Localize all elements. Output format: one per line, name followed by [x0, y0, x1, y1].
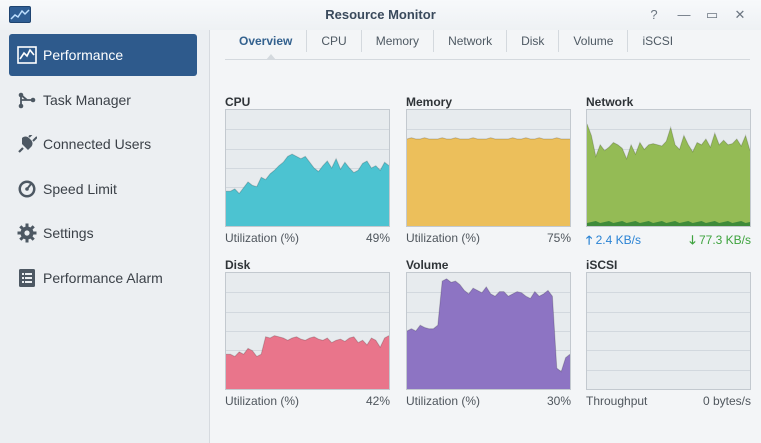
upload-arrow-icon: 🡑: [586, 233, 593, 247]
volume-utilization-label: Utilization (%): [406, 394, 481, 408]
plug-icon: [17, 134, 37, 154]
title-bar[interactable]: Resource Monitor ? — ▭ ✕: [0, 0, 761, 30]
volume-graph: [406, 272, 571, 390]
panel-title: Network: [586, 95, 634, 109]
sidebar-item-performance-alarm[interactable]: Performance Alarm: [9, 257, 197, 299]
speedometer-icon: [17, 179, 37, 199]
sidebar-item-label: Performance: [43, 47, 124, 63]
sidebar-item-label: Speed Limit: [43, 181, 117, 197]
network-area: [587, 123, 750, 226]
sidebar-item-speed-limit[interactable]: Speed Limit: [9, 168, 197, 210]
sidebar-item-performance[interactable]: Performance: [9, 34, 197, 76]
iscsi-panel[interactable]: iSCSI Throughput 0 bytes/s: [586, 258, 751, 418]
upload-value: 2.4 KB/s: [595, 233, 641, 247]
memory-panel[interactable]: Memory Utilization (%) 75%: [406, 95, 571, 255]
network-panel[interactable]: Network 🡑 2.4 KB/s 🡓 77.3 KB/s: [586, 95, 751, 255]
network-download-rate: 🡓 77.3 KB/s: [689, 231, 751, 252]
tab-memory[interactable]: Memory: [362, 30, 435, 52]
memory-area: [407, 137, 570, 226]
sidebar: Performance Task Manager Connected Users…: [0, 30, 210, 443]
tab-cpu[interactable]: CPU: [307, 30, 362, 52]
iscsi-throughput-value: 0 bytes/s: [702, 394, 751, 408]
cpu-line: [226, 153, 389, 195]
maximize-button[interactable]: ▭: [705, 7, 719, 22]
tab-divider: [225, 59, 750, 60]
panel-title: Volume: [406, 258, 449, 272]
active-tab-indicator: [266, 54, 276, 60]
sidebar-item-label: Settings: [43, 225, 94, 241]
gear-icon: [17, 223, 37, 243]
cpu-utilization-label: Utilization (%): [225, 231, 300, 245]
memory-line: [407, 137, 570, 140]
cpu-panel[interactable]: CPU Utilization (%) 49%: [225, 95, 390, 255]
panel-title: Memory: [406, 95, 453, 109]
iscsi-graph: [586, 272, 751, 390]
tab-bar: Overview CPU Memory Network Disk Volume …: [225, 30, 687, 59]
iscsi-throughput-label: Throughput: [586, 394, 648, 408]
memory-utilization-value: 75%: [546, 231, 571, 245]
sidebar-item-task-manager[interactable]: Task Manager: [9, 79, 197, 121]
alarm-list-icon: [17, 268, 37, 288]
sidebar-item-label: Task Manager: [43, 92, 131, 108]
volume-utilization-value: 30%: [546, 394, 571, 408]
chart-icon: [17, 45, 37, 65]
panel-title: Disk: [225, 258, 251, 272]
panel-title: CPU: [225, 95, 251, 109]
sidebar-item-connected-users[interactable]: Connected Users: [9, 123, 197, 165]
tab-volume[interactable]: Volume: [559, 30, 629, 52]
sidebar-item-label: Connected Users: [43, 136, 152, 152]
volume-panel[interactable]: Volume Utilization (%) 30%: [406, 258, 571, 418]
sidebar-item-settings[interactable]: Settings: [9, 212, 197, 254]
sidebar-item-label: Performance Alarm: [43, 270, 163, 286]
network-line: [587, 123, 750, 161]
cpu-area: [226, 154, 389, 226]
disk-line: [226, 335, 389, 358]
disk-utilization-label: Utilization (%): [225, 394, 300, 408]
tab-disk[interactable]: Disk: [507, 30, 560, 52]
disk-panel[interactable]: Disk Utilization (%) 42%: [225, 258, 390, 418]
volume-area: [407, 278, 570, 389]
tab-iscsi[interactable]: iSCSI: [642, 34, 674, 48]
resource-monitor-app-icon: [9, 6, 31, 23]
minimize-button[interactable]: —: [677, 7, 691, 22]
panel-title: iSCSI: [586, 258, 618, 272]
network-graph: [586, 109, 751, 227]
cpu-utilization-value: 49%: [365, 231, 390, 245]
main-content: Overview CPU Memory Network Disk Volume …: [211, 30, 761, 443]
download-arrow-icon: 🡓: [689, 233, 696, 247]
memory-graph: [406, 109, 571, 227]
download-value: 77.3 KB/s: [698, 233, 751, 247]
window-title: Resource Monitor: [325, 7, 436, 22]
close-button[interactable]: ✕: [734, 7, 746, 22]
disk-utilization-value: 42%: [365, 394, 390, 408]
network-upload-rate: 🡑 2.4 KB/s: [586, 231, 641, 252]
memory-utilization-label: Utilization (%): [406, 231, 481, 245]
tab-network[interactable]: Network: [434, 30, 508, 52]
tab-overview[interactable]: Overview: [225, 30, 308, 52]
disk-graph: [225, 272, 390, 390]
disk-area: [226, 335, 389, 389]
network-upload-area: [587, 221, 750, 226]
cpu-graph: [225, 109, 390, 227]
volume-line: [407, 278, 570, 373]
help-button[interactable]: ?: [650, 7, 658, 22]
task-icon: [17, 90, 37, 110]
